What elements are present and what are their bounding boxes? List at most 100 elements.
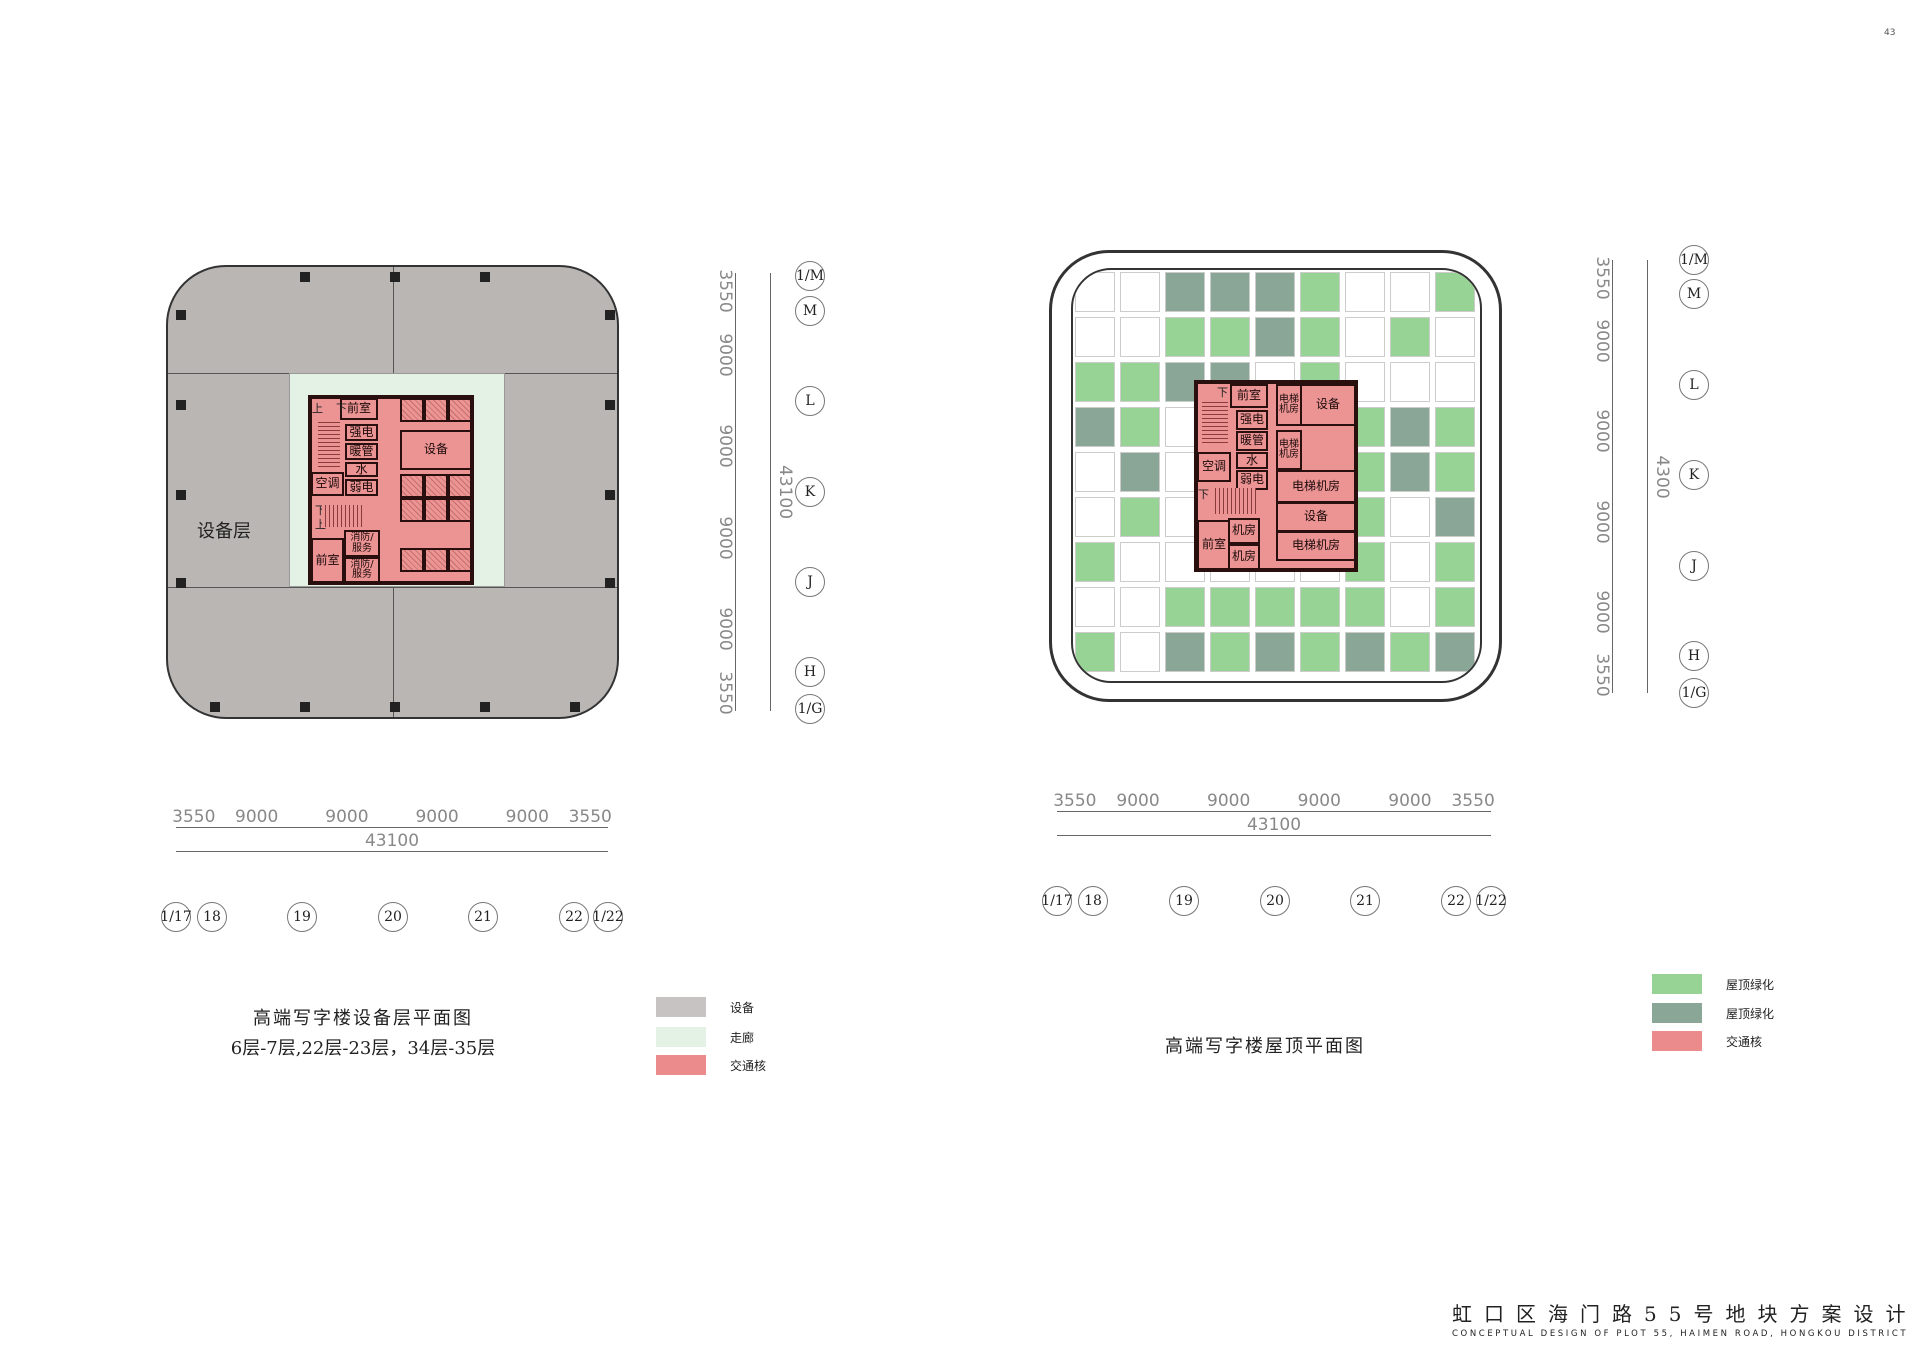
room-label: 水 bbox=[345, 462, 378, 477]
green-tile bbox=[1390, 632, 1430, 672]
legend-swatch bbox=[1652, 1031, 1702, 1051]
green-tile bbox=[1120, 497, 1160, 537]
green-tile bbox=[1075, 542, 1115, 582]
room-label: 前室 bbox=[340, 398, 378, 420]
green-tile bbox=[1390, 407, 1430, 447]
tree-planting bbox=[1075, 317, 1115, 357]
green-tile bbox=[1390, 317, 1430, 357]
green-tile bbox=[1210, 272, 1250, 312]
stair-label: 下 bbox=[1217, 386, 1228, 399]
room-label: 前室 bbox=[1197, 520, 1231, 570]
tree-planting bbox=[1390, 587, 1430, 627]
dimension-label: 9000 bbox=[715, 333, 735, 377]
room-label: 暖管 bbox=[1236, 431, 1268, 451]
dimension-label: 9000 bbox=[1297, 791, 1341, 811]
column bbox=[300, 272, 310, 282]
dimension-label: 9000 bbox=[715, 607, 735, 651]
dimension-label: 9000 bbox=[325, 807, 369, 827]
dimension-line bbox=[1057, 835, 1491, 836]
tree-planting bbox=[1075, 272, 1115, 312]
stair-label: 下 bbox=[1198, 488, 1209, 501]
dimension-label: 3550 bbox=[715, 671, 735, 715]
legend-swatch bbox=[656, 1055, 706, 1075]
row-axis-H: H bbox=[1679, 641, 1709, 671]
stair-label: 下 bbox=[336, 402, 347, 415]
column bbox=[390, 702, 400, 712]
room-label: 电梯机房 bbox=[1276, 384, 1302, 426]
tree-planting bbox=[1390, 497, 1430, 537]
tree-planting bbox=[1075, 587, 1115, 627]
tree-planting bbox=[1390, 362, 1430, 402]
row-axis-H: H bbox=[795, 657, 825, 687]
column bbox=[605, 310, 615, 320]
page-number: 43 bbox=[1884, 28, 1896, 38]
row-axis-1-G: 1/G bbox=[795, 694, 825, 724]
shaft bbox=[424, 474, 448, 498]
green-tile bbox=[1075, 632, 1115, 672]
title-text: 高端写字楼设备层平面图 bbox=[253, 1008, 473, 1029]
col-axis-1-22: 1/22 bbox=[1475, 886, 1507, 916]
room-label: 前室 bbox=[1230, 384, 1268, 408]
column bbox=[390, 272, 400, 282]
green-tile bbox=[1210, 317, 1250, 357]
green-tile bbox=[1255, 317, 1295, 357]
shaft bbox=[448, 474, 472, 498]
dimension-label: 9000 bbox=[415, 807, 459, 827]
tree-planting bbox=[1435, 317, 1475, 357]
zone-label: 设备层 bbox=[197, 521, 251, 542]
dimension-label: 9000 bbox=[1592, 590, 1612, 634]
dimension-label: 9000 bbox=[505, 807, 549, 827]
green-tile bbox=[1300, 587, 1340, 627]
shaft bbox=[400, 398, 424, 422]
tree-planting bbox=[1435, 362, 1475, 402]
tree-planting bbox=[1120, 317, 1160, 357]
tree-planting bbox=[1345, 317, 1385, 357]
room-label: 电梯机房 bbox=[1276, 531, 1356, 561]
dimension-line bbox=[176, 827, 608, 828]
shaft bbox=[400, 548, 424, 572]
subtitle-text: 6层-7层,22层-23层，34层-35层 bbox=[230, 1038, 496, 1059]
green-tile bbox=[1435, 497, 1475, 537]
shaft bbox=[448, 398, 472, 422]
dimension-line bbox=[176, 851, 608, 852]
col-axis-1-22: 1/22 bbox=[592, 902, 624, 932]
dimension-label: 9000 bbox=[715, 424, 735, 468]
stair-label: 下 bbox=[315, 504, 326, 517]
stair-icon bbox=[322, 505, 362, 527]
green-tile bbox=[1300, 632, 1340, 672]
green-tile bbox=[1165, 632, 1205, 672]
legend-swatch bbox=[1652, 974, 1702, 994]
row-axis-L: L bbox=[1679, 370, 1709, 400]
dimension-label: 3550 bbox=[1592, 256, 1612, 300]
room-label: 设备 bbox=[400, 430, 472, 470]
dimension-total: 4300 bbox=[1652, 454, 1672, 499]
column bbox=[480, 702, 490, 712]
room-label: 强电 bbox=[1236, 410, 1268, 430]
tree-planting bbox=[1120, 542, 1160, 582]
dimension-line bbox=[1057, 811, 1491, 812]
legend-label: 交通核 bbox=[730, 1059, 767, 1073]
room-label: 电梯机房 bbox=[1276, 470, 1356, 503]
dimension-label: 9000 bbox=[1388, 791, 1432, 811]
room-label: 强电 bbox=[345, 424, 378, 441]
dimension-label: 3550 bbox=[715, 269, 735, 313]
room-label: 设备 bbox=[1276, 502, 1356, 532]
green-tile bbox=[1435, 272, 1475, 312]
row-axis-K: K bbox=[795, 477, 825, 507]
dimension-label: 3550 bbox=[1451, 791, 1495, 811]
row-axis-J: J bbox=[1679, 551, 1709, 581]
column bbox=[176, 400, 186, 410]
green-tile bbox=[1435, 452, 1475, 492]
stair-label: 上 bbox=[312, 402, 323, 415]
dimension-label: 9000 bbox=[1592, 500, 1612, 544]
column bbox=[605, 400, 615, 410]
legend-label: 屋顶绿化 bbox=[1726, 1007, 1775, 1021]
shaft bbox=[424, 548, 448, 572]
legend-label: 屋顶绿化 bbox=[1726, 978, 1775, 992]
col-axis-1-17: 1/17 bbox=[1041, 886, 1073, 916]
column bbox=[300, 702, 310, 712]
row-axis-J: J bbox=[795, 567, 825, 597]
dimension-label: 9000 bbox=[715, 516, 735, 560]
column bbox=[480, 272, 490, 282]
shaft bbox=[400, 474, 424, 498]
